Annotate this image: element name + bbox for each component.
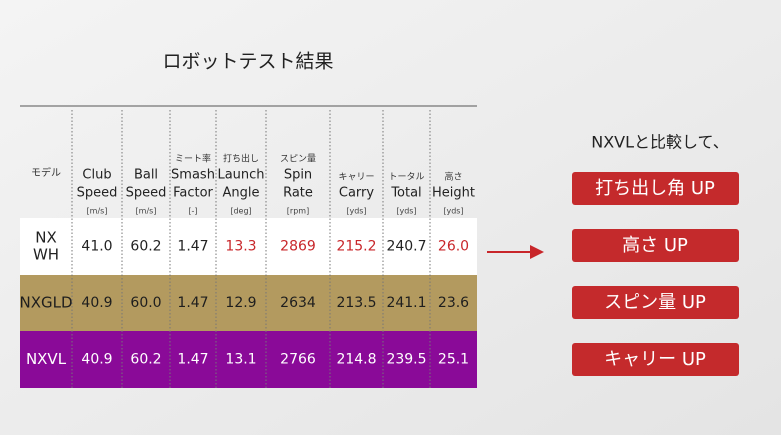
header-label: Launch — [217, 168, 264, 183]
header-unit: [m/s] — [136, 207, 157, 216]
model-name: NXGLD — [19, 294, 72, 312]
header-label: Speed — [126, 186, 167, 201]
badges: 打ち出し角 UP 高さ UP スピン量 UP キャリー UP — [572, 172, 739, 376]
badge-label: 打ち出し角 UP — [595, 178, 715, 199]
header-unit: [yds] — [396, 207, 416, 216]
table-cell: 2766 — [280, 352, 316, 368]
table-cell: 2634 — [280, 295, 316, 311]
table-cell: 2869 — [280, 239, 316, 255]
table-cell: 60.2 — [130, 352, 161, 368]
row-background — [20, 218, 477, 275]
header-label: Speed — [77, 186, 118, 201]
badge — [572, 286, 739, 319]
table-cell: 26.0 — [438, 239, 469, 255]
header-label: モデル — [31, 166, 61, 179]
header-label: Carry — [339, 186, 375, 201]
header-label: Rate — [283, 186, 313, 201]
header-jp: 打ち出し — [223, 153, 259, 165]
table-cell: 60.2 — [130, 239, 161, 255]
model-name: NX — [35, 229, 57, 247]
table-cell: 214.8 — [336, 352, 376, 368]
header-unit: [deg] — [230, 207, 251, 216]
model-name: NXVL — [26, 350, 67, 368]
header-label: Club — [82, 168, 111, 183]
model-name: WH — [33, 246, 59, 264]
header-unit: [rpm] — [287, 207, 309, 216]
header-jp: 高さ — [444, 171, 462, 183]
table-cell: 13.1 — [225, 352, 256, 368]
table-cell: 239.5 — [386, 352, 426, 368]
table-cell: 13.3 — [225, 239, 256, 255]
table-cell: 40.9 — [81, 352, 112, 368]
header-jp: キャリー — [338, 173, 374, 183]
table-cell: 60.0 — [130, 295, 161, 311]
header-label: Smash — [171, 168, 215, 183]
header-jp: トータル — [388, 172, 424, 183]
badge — [572, 229, 739, 262]
table-cell: 25.1 — [438, 352, 469, 368]
header-unit: [yds] — [443, 207, 463, 216]
title: ロボットテスト結果 — [162, 51, 333, 73]
header-jp: ミート率 — [175, 153, 211, 165]
row-background — [20, 275, 477, 331]
row-background — [20, 331, 477, 388]
table: モデル [m/s] Club Speed [m/s] Ball Speed [-] Smash F… — [19, 110, 477, 388]
table-cell: 41.0 — [81, 239, 112, 255]
header-label: Ball — [134, 168, 158, 183]
table-cell: 1.47 — [177, 352, 208, 368]
table-cell: 240.7 — [386, 239, 426, 255]
table-cell: 23.6 — [438, 295, 469, 311]
badge — [572, 172, 739, 205]
table-cell: 215.2 — [336, 239, 376, 255]
header-label: Height — [432, 186, 475, 201]
header-label: Factor — [173, 186, 213, 201]
header-unit: [m/s] — [87, 207, 108, 216]
table-cell: 40.9 — [81, 295, 112, 311]
badge — [572, 343, 739, 376]
header-jp: スピン量 — [280, 154, 316, 165]
header-unit: [yds] — [346, 207, 366, 216]
badge-label: スピン量 UP — [604, 292, 706, 313]
header-label: Angle — [223, 186, 260, 201]
table-cell: 241.1 — [386, 295, 426, 311]
badge-label: キャリー UP — [604, 349, 706, 370]
table-cell: 1.47 — [177, 295, 208, 311]
badge-label: 高さ UP — [622, 235, 688, 256]
header-label: Total — [390, 186, 421, 201]
arrow-head — [530, 245, 544, 259]
comparison-label: NXVLと比較して、 — [591, 133, 729, 152]
table-cell: 12.9 — [225, 295, 256, 311]
table-cell: 1.47 — [177, 239, 208, 255]
header-unit: [-] — [188, 207, 197, 216]
header-label: Spin — [284, 168, 312, 183]
table-cell: 213.5 — [336, 295, 376, 311]
